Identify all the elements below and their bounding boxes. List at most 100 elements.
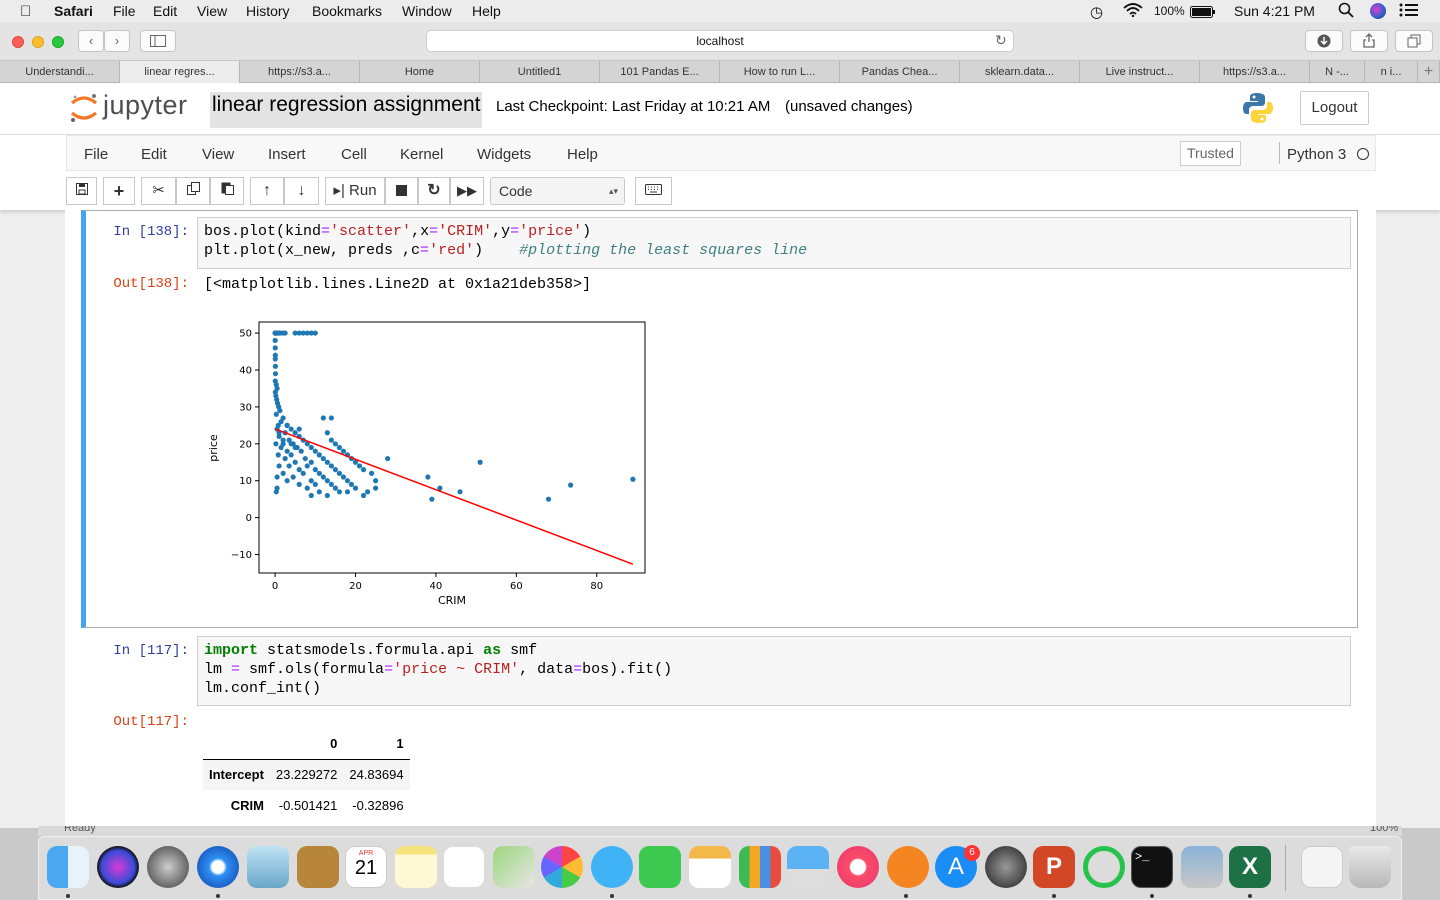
app-icon-green-ring[interactable]: [1083, 846, 1125, 888]
notification-center-icon[interactable]: [1399, 3, 1419, 20]
browser-tab[interactable]: Untitled1: [480, 61, 600, 83]
menubar-window[interactable]: Window: [402, 3, 452, 19]
menu-kernel[interactable]: Kernel: [400, 146, 444, 163]
ibooks-icon[interactable]: [887, 846, 929, 888]
time-machine-icon[interactable]: ◷: [1090, 4, 1104, 21]
apple-menu-icon[interactable]: : [20, 3, 31, 20]
calendar-month: APR: [358, 850, 374, 857]
safari-dock-icon[interactable]: [197, 846, 239, 888]
sidebar-toggle-button[interactable]: [140, 30, 176, 52]
messages-icon[interactable]: [591, 846, 633, 888]
spotlight-search-icon[interactable]: [1338, 2, 1354, 21]
scatter-point: [308, 330, 314, 336]
browser-tab[interactable]: Pandas Chea...: [840, 61, 960, 83]
reminders-icon[interactable]: [443, 846, 485, 888]
menubar-help[interactable]: Help: [472, 3, 501, 19]
command-palette-button[interactable]: [635, 177, 672, 205]
menu-view[interactable]: View: [202, 146, 235, 163]
browser-tab[interactable]: N -...: [1310, 61, 1365, 83]
browser-tab[interactable]: n i...: [1365, 61, 1418, 83]
jupyter-logo[interactable]: [70, 93, 98, 128]
interrupt-button[interactable]: [385, 177, 418, 205]
save-button[interactable]: [66, 177, 97, 205]
menu-file[interactable]: File: [84, 146, 109, 163]
restart-button[interactable]: ↻: [418, 177, 450, 205]
trusted-indicator[interactable]: Trusted: [1180, 141, 1241, 166]
menubar-bookmarks[interactable]: Bookmarks: [312, 3, 383, 19]
cut-button[interactable]: ✂: [141, 177, 176, 205]
browser-tab[interactable]: How to run L...: [720, 61, 840, 83]
browser-tab[interactable]: sklearn.data...: [960, 61, 1080, 83]
close-window-button[interactable]: [12, 36, 24, 48]
copy-button[interactable]: [176, 177, 210, 205]
terminal-icon[interactable]: >_: [1131, 846, 1173, 888]
selected-code-cell[interactable]: [81, 210, 1358, 628]
siri-icon[interactable]: [1370, 3, 1386, 19]
keynote-icon[interactable]: [787, 846, 829, 888]
menubar-view[interactable]: View: [197, 3, 228, 19]
address-bar[interactable]: localhost: [426, 30, 1014, 52]
menu-insert[interactable]: Insert: [268, 146, 306, 163]
move-up-button[interactable]: ↑: [250, 177, 284, 205]
numbers-icon[interactable]: [739, 846, 781, 888]
image-capture-icon[interactable]: [1181, 846, 1223, 888]
code-input[interactable]: bos.plot(kind='scatter',x='CRIM',y='pric…: [197, 217, 1351, 269]
notebook-name[interactable]: linear regression assignment: [210, 92, 483, 128]
trash-icon[interactable]: [1349, 846, 1391, 888]
menu-edit[interactable]: Edit: [141, 146, 167, 163]
downloads-button[interactable]: [1305, 30, 1343, 52]
scatter-point: [320, 415, 326, 421]
launchpad-icon[interactable]: [147, 846, 189, 888]
app-store-icon[interactable]: A: [935, 846, 977, 888]
forward-button[interactable]: ›: [104, 30, 130, 52]
finder-icon[interactable]: [47, 846, 89, 888]
browser-tab[interactable]: https://s3.a...: [240, 61, 360, 83]
preview-icon[interactable]: [247, 846, 289, 888]
reload-icon[interactable]: ↻: [995, 32, 1007, 48]
notes-icon[interactable]: [395, 846, 437, 888]
minimize-window-button[interactable]: [32, 36, 44, 48]
wifi-icon[interactable]: [1123, 3, 1143, 20]
zoom-window-button[interactable]: [52, 36, 64, 48]
browser-tab[interactable]: Understandi...: [0, 61, 120, 83]
document-icon[interactable]: [1301, 846, 1343, 888]
code-input[interactable]: import statsmodels.formula.api as smf lm…: [197, 636, 1351, 706]
back-button[interactable]: ‹: [78, 30, 104, 52]
copy-icon: [186, 182, 200, 195]
menubar-file[interactable]: File: [113, 3, 136, 19]
menu-cell[interactable]: Cell: [341, 146, 367, 163]
battery-icon[interactable]: [1190, 5, 1216, 21]
facetime-icon[interactable]: [639, 846, 681, 888]
paste-button[interactable]: [210, 177, 244, 205]
menu-help[interactable]: Help: [567, 146, 598, 163]
share-button[interactable]: [1350, 30, 1388, 52]
browser-tab[interactable]: https://s3.a...: [1200, 61, 1310, 83]
new-tab-button[interactable]: +: [1418, 61, 1440, 83]
itunes-icon[interactable]: [837, 846, 879, 888]
menubar-edit[interactable]: Edit: [153, 3, 178, 19]
system-preferences-icon[interactable]: [985, 846, 1027, 888]
calendar-icon[interactable]: APR 21: [345, 846, 387, 888]
maps-icon[interactable]: [493, 846, 535, 888]
insert-cell-button[interactable]: +: [103, 177, 135, 205]
excel-icon[interactable]: X: [1229, 846, 1271, 888]
pages-icon[interactable]: [689, 846, 731, 888]
run-button[interactable]: ▸| Run: [325, 177, 385, 205]
move-down-button[interactable]: ↓: [284, 177, 319, 205]
siri-dock-icon[interactable]: [97, 846, 139, 888]
menubar-app-name[interactable]: Safari: [54, 3, 93, 19]
menubar-history[interactable]: History: [246, 3, 290, 19]
tab-overview-button[interactable]: [1395, 30, 1433, 52]
contacts-icon[interactable]: [297, 846, 339, 888]
restart-run-all-button[interactable]: ▶▶: [450, 177, 484, 205]
menubar-clock[interactable]: Sun 4:21 PM: [1234, 3, 1315, 19]
browser-tab-active[interactable]: linear regres...: [120, 61, 240, 83]
logout-button[interactable]: Logout: [1300, 91, 1369, 125]
powerpoint-icon[interactable]: P: [1033, 846, 1075, 888]
cell-type-select[interactable]: Code ▴▾: [490, 177, 625, 205]
browser-tab[interactable]: 101 Pandas E...: [600, 61, 720, 83]
photos-icon[interactable]: [541, 846, 583, 888]
browser-tab[interactable]: Live instruct...: [1080, 61, 1200, 83]
menu-widgets[interactable]: Widgets: [477, 146, 532, 163]
browser-tab[interactable]: Home: [360, 61, 480, 83]
